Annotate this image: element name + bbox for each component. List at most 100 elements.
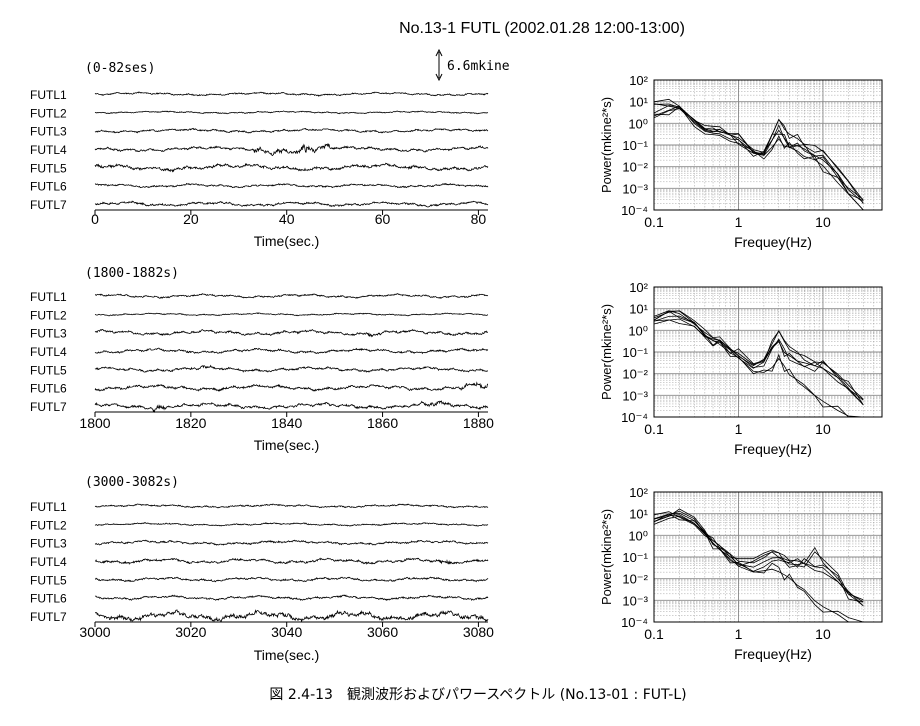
amplitude-scale-bar: 6.6mkine [435, 48, 510, 82]
x-tick-label: 60 [375, 211, 391, 227]
spectrum-panel-2: 0.1 1 10 10² 10¹ 10⁰ 10⁻¹ 10⁻² 10⁻³ 10⁻⁴ Frequey(H… [599, 280, 883, 457]
plot-frame [653, 491, 883, 623]
figure-title: No.13-1 FUTL (2002.01.28 12:00-13:00) [399, 20, 685, 37]
x-tick-label: 1800 [79, 415, 110, 431]
spectrum-trace [653, 508, 864, 603]
y-tick-label: 10⁰ [628, 528, 648, 543]
spectrum-trace [653, 310, 864, 406]
trace-futl1 [94, 91, 489, 97]
x-axis-title: Frequey(Hz) [734, 441, 812, 457]
x-axis-title: Time(sec.) [254, 647, 320, 663]
trace-futl4 [94, 347, 489, 355]
x-tick-label: 10 [815, 626, 831, 642]
waveform-panel-3000-3082s: (3000-3082s) 3000 3020 3040 3060 3080 Time(sec… [30, 475, 494, 663]
y-tick-label: 10¹ [629, 507, 648, 522]
trace-futl3 [94, 328, 488, 338]
trace-label: FUTL6 [30, 592, 67, 606]
trace-futl4 [94, 143, 489, 157]
y-tick-label: 10⁻³ [622, 181, 648, 196]
trace-futl2 [94, 312, 489, 317]
waveform-panel-1800-1882s: (1800-1882s) 1800 1820 1840 1860 1880 Time(sec… [30, 266, 494, 453]
trace-label: FUTL3 [30, 537, 67, 551]
trace-label: FUTL2 [30, 308, 67, 322]
trace-label: FUTL1 [30, 290, 67, 304]
spectrum-trace [653, 319, 864, 418]
trace-futl5 [94, 162, 489, 173]
trace-futl1 [94, 293, 489, 299]
x-tick-label: 3040 [271, 624, 302, 640]
trace-label: FUTL5 [30, 363, 67, 377]
x-axis-title: Frequey(Hz) [734, 646, 812, 662]
x-tick-label: 1 [735, 626, 743, 642]
window-label: (1800-1882s) [85, 266, 179, 281]
figure-caption: 図 2.4-13 観測波形およびパワースペクトル (No.13-01 : FUT… [269, 686, 686, 703]
trace-label: FUTL2 [30, 518, 67, 532]
trace-label: FUTL7 [30, 198, 67, 212]
y-tick-label: 10⁻⁴ [621, 410, 648, 425]
y-tick-label: 10⁰ [628, 323, 648, 338]
trace-futl3 [94, 127, 489, 134]
y-tick-label: 10⁰ [628, 116, 648, 131]
y-tick-label: 10⁻¹ [622, 345, 648, 360]
y-tick-label: 10² [629, 280, 648, 295]
trace-futl6 [94, 381, 489, 392]
trace-label: FUTL7 [30, 400, 67, 414]
x-tick-label: 0 [91, 211, 99, 227]
spectrum-trace [653, 512, 864, 607]
x-tick-label: 10 [815, 214, 831, 230]
plot-frame [653, 286, 883, 418]
x-tick-label: 3000 [79, 624, 110, 640]
y-tick-label: 10¹ [629, 95, 648, 110]
x-axis-title: Frequey(Hz) [734, 234, 812, 250]
window-label: (0-82ses) [85, 61, 155, 76]
trace-label: FUTL3 [30, 327, 67, 341]
x-tick-label: 0.1 [644, 214, 664, 230]
x-tick-label: 80 [471, 211, 487, 227]
y-tick-label: 10⁻² [622, 160, 648, 175]
y-tick-label: 10² [629, 73, 648, 88]
x-tick-label: 10 [815, 421, 831, 437]
x-tick-label: 1 [735, 214, 743, 230]
trace-futl5 [94, 364, 488, 373]
spectrum-trace [653, 105, 864, 204]
trace-futl2 [94, 110, 489, 115]
x-tick-label: 1 [735, 421, 743, 437]
trace-label: FUTL4 [30, 345, 67, 359]
y-tick-label: 10⁻¹ [622, 550, 648, 565]
spectrum-trace [653, 513, 864, 623]
y-tick-label: 10¹ [629, 302, 648, 317]
trace-label: FUTL7 [30, 610, 67, 624]
trace-label: FUTL6 [30, 180, 67, 194]
trace-label: FUTL5 [30, 161, 67, 175]
x-tick-label: 1820 [175, 415, 206, 431]
x-tick-label: 40 [279, 211, 295, 227]
trace-futl2 [94, 522, 489, 527]
trace-label: FUTL1 [30, 88, 67, 102]
x-tick-label: 0.1 [644, 626, 664, 642]
y-tick-label: 10⁻² [622, 367, 648, 382]
y-tick-label: 10⁻⁴ [621, 615, 648, 630]
y-axis-title: Power(mkine²*s) [599, 97, 614, 193]
spectrum-trace [653, 106, 864, 211]
trace-futl3 [94, 539, 489, 546]
spectrum-trace [653, 315, 864, 400]
trace-label: FUTL6 [30, 382, 67, 396]
x-tick-label: 3060 [367, 624, 398, 640]
y-tick-label: 10² [629, 485, 648, 500]
trace-futl7 [94, 200, 489, 208]
trace-futl7 [94, 609, 489, 624]
trace-futl6 [94, 182, 489, 189]
trace-label: FUTL4 [30, 143, 67, 157]
spectrum-panel-3: 0.1 1 10 10² 10¹ 10⁰ 10⁻¹ 10⁻² 10⁻³ 10⁻⁴ Frequey(H… [599, 485, 883, 662]
x-tick-label: 3080 [463, 624, 494, 640]
waveform-panel-0-59s: (0-82ses) 0 20 40 60 80 Time(sec.) FUTL1 FUTL2 FU… [30, 61, 489, 249]
spectrum-trace [653, 310, 864, 406]
plot-frame [653, 79, 883, 211]
x-tick-label: 1880 [463, 415, 494, 431]
x-axis-title: Time(sec.) [254, 233, 320, 249]
trace-label: FUTL3 [30, 125, 67, 139]
y-tick-label: 10⁻³ [622, 388, 648, 403]
spectrum-trace [653, 310, 864, 401]
trace-futl7 [94, 400, 489, 414]
